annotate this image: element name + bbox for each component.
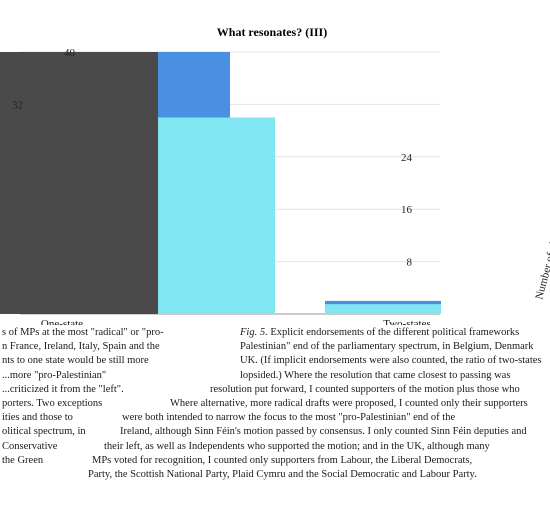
y-tick-label: 40 xyxy=(64,47,76,59)
bar-two-states-series3 xyxy=(325,304,441,314)
y-axis-label: Number of plausible options in a MP's ra… xyxy=(533,94,550,301)
bars xyxy=(0,52,441,314)
caption-right-line: Fig. 5. Explicit endorsements of the dif… xyxy=(240,327,520,338)
caption-right-line: Party, the Scottish National Party, Plai… xyxy=(88,469,477,480)
caption-right-line: Where alternative, more radical drafts w… xyxy=(170,398,528,409)
bar-two-states-series1 xyxy=(20,300,157,314)
figure-caption: s of MPs at the most "radical" or "pro-n… xyxy=(0,324,550,519)
y-tick-label: 24 xyxy=(401,152,413,164)
caption-right-line: Ireland, although Sinn Féin's motion pas… xyxy=(120,426,527,438)
bar-one-state-series3 xyxy=(158,117,275,314)
caption-left-line: olitical spectrum, in xyxy=(2,426,86,438)
caption-left-line: nts to one state would be still more xyxy=(2,355,149,367)
caption-left-line: Conservative xyxy=(2,440,58,452)
caption-right-line: their left, as well as Independents who … xyxy=(104,440,490,452)
bar-one-state-series1 xyxy=(0,52,158,314)
caption-right-line: UK. (If implicit endorsements were also … xyxy=(240,355,542,367)
figure-label: Fig. 5. xyxy=(240,327,271,338)
caption-left-line: ities and those to xyxy=(2,412,73,424)
caption-left-line: ...more "pro-Palestinian" xyxy=(2,369,107,381)
chart-title: What resonates? (III) xyxy=(217,25,327,39)
caption-right-line: resolution put forward, I counted suppor… xyxy=(210,383,520,395)
y-tick-label: 8 xyxy=(407,257,413,269)
caption-left-line: ...criticized it from the "left". xyxy=(2,383,124,395)
y-ticks: 40 32 24 16 8 xyxy=(12,47,413,269)
y-tick-label: 16 xyxy=(401,204,413,216)
caption-left-line: porters. Two exceptions xyxy=(2,398,103,409)
caption-left-line: s of MPs at the most "radical" or "pro- xyxy=(2,327,164,338)
y-tick-label: 32 xyxy=(12,99,23,111)
caption-left-line: the Green xyxy=(2,454,44,466)
caption-right-line: were both intended to narrow the focus t… xyxy=(122,412,456,424)
caption-right-line: MPs voted for recognition, I counted onl… xyxy=(92,454,473,466)
caption-right-line: Palestinian" end of the parliamentary sp… xyxy=(240,341,534,353)
caption-right-line: lopsided.) Where the resolution that cam… xyxy=(240,369,511,381)
caption-left-line: n France, Ireland, Italy, Spain and the xyxy=(2,341,160,353)
